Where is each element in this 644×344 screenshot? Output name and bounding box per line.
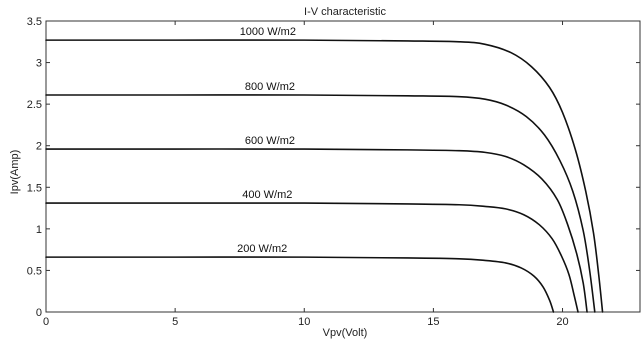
y-axis-title: Ipv(Amp) <box>9 150 21 195</box>
curve-label-1: 1000 W/m2 <box>240 26 296 38</box>
series-line-2 <box>45 94 596 313</box>
chart-title: I-V characteristic <box>304 6 386 18</box>
x-tick-label: 15 <box>427 316 439 328</box>
curve-annotations: 1000 W/m2 800 W/m2 600 W/m2 400 W/m2 200 W/m… <box>237 26 296 255</box>
series-lines <box>45 39 604 313</box>
curve-label-4: 400 W/m2 <box>242 189 292 201</box>
curve-label-5: 200 W/m2 <box>237 243 287 255</box>
y-tick-label: 0 <box>36 307 42 319</box>
y-tick-label: 2.5 <box>27 99 42 111</box>
y-tick-label: 3.5 <box>27 16 42 28</box>
plot-frame <box>45 20 641 313</box>
series-line-4 <box>45 202 579 313</box>
y-tick-label: 0.5 <box>27 265 42 277</box>
x-axis: 0 5 10 15 20 <box>43 21 569 328</box>
series-line-3 <box>45 148 588 313</box>
x-axis-title: Vpv(Volt) <box>323 327 368 339</box>
y-axis: 0 0.5 1 1.5 2 2.5 3 3.5 <box>27 16 640 319</box>
y-tick-label: 3 <box>36 58 42 70</box>
curve-label-3: 600 W/m2 <box>245 135 295 147</box>
x-tick-label: 10 <box>298 316 310 328</box>
y-tick-label: 1 <box>36 224 42 236</box>
series-line-5 <box>45 256 555 313</box>
x-tick-label: 5 <box>172 316 178 328</box>
x-tick-label: 0 <box>43 316 49 328</box>
x-tick-label: 20 <box>556 316 568 328</box>
y-tick-label: 1.5 <box>27 182 42 194</box>
y-tick-label: 2 <box>36 141 42 153</box>
plot-area <box>45 20 641 313</box>
curve-label-2: 800 W/m2 <box>245 81 295 93</box>
series-line-1 <box>45 39 604 313</box>
